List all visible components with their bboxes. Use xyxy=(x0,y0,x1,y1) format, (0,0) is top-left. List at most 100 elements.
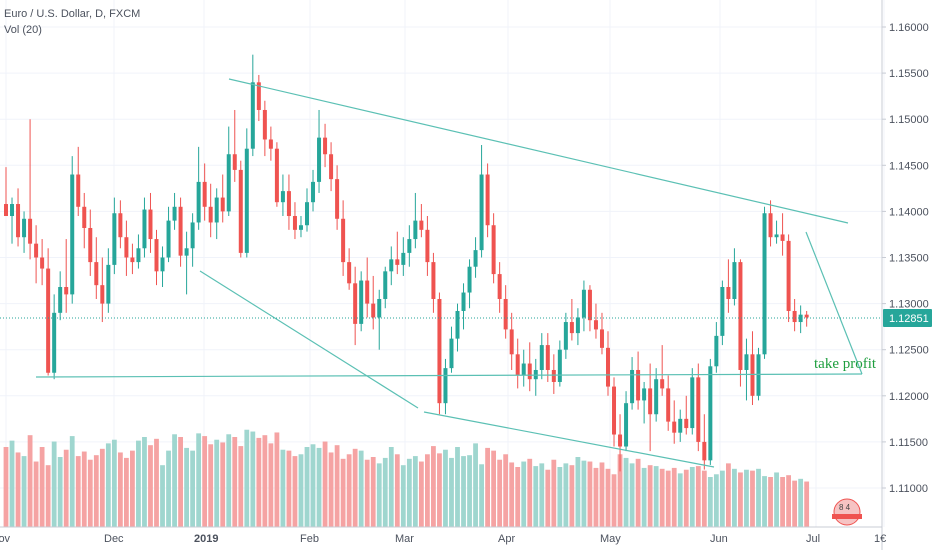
trend-line-upper[interactable] xyxy=(228,78,849,224)
volume-bar xyxy=(412,456,418,527)
trend-line-lower-2[interactable] xyxy=(423,411,715,468)
time-tick-label: 2019 xyxy=(194,533,218,545)
volume-indicator-label: Vol (20) xyxy=(4,24,42,36)
volume-bar xyxy=(244,429,250,527)
candle xyxy=(431,252,436,313)
volume-bar xyxy=(99,448,105,527)
volume-bar xyxy=(75,456,81,527)
candle xyxy=(636,351,641,410)
candle xyxy=(569,298,574,341)
candle xyxy=(563,312,568,359)
candle xyxy=(335,165,340,230)
volume-bar xyxy=(491,450,497,527)
volume-bar xyxy=(455,447,460,527)
volume-bar xyxy=(551,459,557,527)
volume-bar xyxy=(136,440,141,527)
time-tick-label: Apr xyxy=(498,533,515,545)
volume-bar xyxy=(316,447,322,527)
candle xyxy=(461,283,466,330)
volume-bar xyxy=(160,465,165,527)
volume-bar xyxy=(738,472,743,527)
candle xyxy=(425,216,430,276)
volume-bar xyxy=(3,447,9,527)
candle xyxy=(630,357,635,410)
candle xyxy=(678,409,683,442)
volume-bar xyxy=(184,447,189,527)
candle xyxy=(88,209,93,276)
volume-bar xyxy=(280,449,286,527)
candle xyxy=(606,331,610,396)
price-tick-label: 1.14000 xyxy=(889,206,929,218)
volume-bar xyxy=(190,450,196,527)
symbol-title: Euro / U.S. Dollar, D, FXCM xyxy=(4,8,141,20)
volume-bar xyxy=(286,450,292,527)
price-tick-label: 1.16000 xyxy=(889,22,929,34)
volume-bar xyxy=(774,472,779,527)
volume-bar xyxy=(707,477,713,527)
volume-bar xyxy=(87,459,93,527)
price-tick-label: 1.14500 xyxy=(889,160,929,172)
candle xyxy=(341,200,346,276)
candle xyxy=(311,169,316,212)
time-axis[interactable]: lov Dec 2019 Feb Mar Apr May Jun Jul 1€ xyxy=(0,533,886,545)
candle xyxy=(214,188,219,240)
candle xyxy=(395,231,400,275)
take-profit-label: take profit xyxy=(814,356,877,372)
candle xyxy=(503,285,508,339)
price-tick-label: 1.15500 xyxy=(889,68,929,80)
volume-bar xyxy=(63,449,69,527)
price-tick-label: 1.13500 xyxy=(889,253,929,265)
candle xyxy=(160,246,165,288)
candle xyxy=(768,200,773,247)
candle xyxy=(804,310,809,327)
volume-bar xyxy=(509,462,515,527)
volume-bar xyxy=(226,434,232,527)
candle xyxy=(94,237,99,299)
watermark-logo: 8 4 xyxy=(832,498,862,526)
volume-bars xyxy=(3,429,810,527)
candle xyxy=(401,237,406,276)
volume-bar xyxy=(431,446,436,527)
volume-bar xyxy=(382,457,388,527)
volume-bar xyxy=(683,469,689,527)
target-line[interactable] xyxy=(805,231,863,375)
candle xyxy=(58,271,63,321)
volume-bar xyxy=(310,444,316,527)
candle xyxy=(76,146,81,217)
price-tick-label: 1.12000 xyxy=(889,391,929,403)
volume-bar xyxy=(780,477,785,527)
candle xyxy=(527,342,532,392)
volume-bar xyxy=(57,457,63,527)
candle xyxy=(449,326,454,373)
candle xyxy=(250,54,255,157)
trend-line-lower[interactable] xyxy=(199,270,419,409)
volume-bar xyxy=(545,469,551,527)
candle xyxy=(467,259,472,309)
candle xyxy=(509,312,514,370)
candle xyxy=(389,246,394,286)
candle xyxy=(702,414,707,470)
candle xyxy=(648,363,653,452)
volume-bar xyxy=(148,445,153,527)
volume-bar xyxy=(629,463,635,527)
volume-bar xyxy=(268,443,274,527)
candle xyxy=(557,340,562,387)
price-axis[interactable]: 1.16000 1.15500 1.15000 1.14500 1.14000 1.135… xyxy=(882,22,929,495)
volume-bar xyxy=(437,453,442,527)
candle xyxy=(46,248,51,376)
volume-bar xyxy=(569,465,575,527)
volume-bar xyxy=(563,463,569,527)
volume-bar xyxy=(142,437,147,527)
volume-bar xyxy=(274,432,280,527)
candle xyxy=(587,285,592,332)
candle xyxy=(238,160,243,258)
volume-bar xyxy=(304,447,310,527)
support-line[interactable] xyxy=(35,373,863,378)
trend-lines xyxy=(35,78,863,468)
volume-bar xyxy=(298,454,304,527)
candle xyxy=(599,312,604,355)
volume-bar xyxy=(804,481,810,527)
candle xyxy=(82,192,87,249)
